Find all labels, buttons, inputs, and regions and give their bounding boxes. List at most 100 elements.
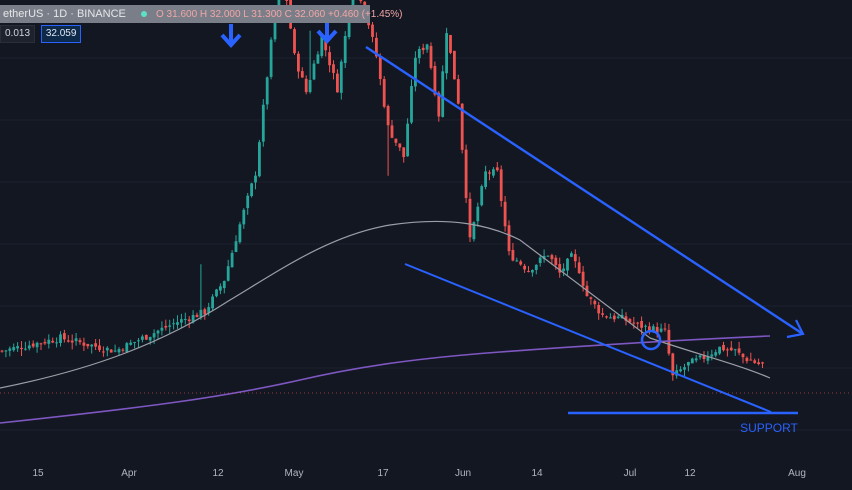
candle-body xyxy=(581,271,585,286)
candle-body xyxy=(24,348,27,350)
candle-body xyxy=(687,362,690,366)
candle-body xyxy=(729,347,733,351)
candle-body xyxy=(55,342,58,344)
candle-body xyxy=(269,39,273,77)
candle-body xyxy=(148,336,152,341)
candle-body xyxy=(238,224,242,243)
candle-body xyxy=(375,37,378,57)
candle-body xyxy=(94,343,97,347)
candle-body xyxy=(320,35,324,56)
candle-body xyxy=(429,46,433,68)
cross-circle-icon xyxy=(640,329,662,351)
candle-body xyxy=(421,47,425,51)
x-tick-label: 14 xyxy=(531,468,543,479)
x-tick-label: Apr xyxy=(121,468,137,479)
candle-body xyxy=(316,54,320,64)
candle-body xyxy=(152,333,156,338)
candle-body xyxy=(293,29,296,54)
candle-body xyxy=(27,345,31,349)
candle-body xyxy=(472,222,476,240)
candle-body xyxy=(402,147,406,158)
candle-body xyxy=(694,358,698,361)
candle-body xyxy=(757,362,760,365)
x-tick-label: 15 xyxy=(32,468,44,479)
candle-body xyxy=(523,265,526,270)
x-tick-label: 12 xyxy=(212,468,224,479)
candle-body xyxy=(20,347,23,350)
candle-body xyxy=(304,78,308,93)
candle-body xyxy=(417,49,421,59)
candle-body xyxy=(183,318,187,320)
candle-body xyxy=(187,319,191,322)
candle-body xyxy=(12,347,16,351)
candle-body xyxy=(70,340,74,343)
candle-body xyxy=(597,304,601,314)
candle-body xyxy=(74,338,78,342)
candle-body xyxy=(273,19,277,40)
candle-body xyxy=(515,260,519,262)
symbol-label: etherUS · 1D · BINANCE xyxy=(3,8,126,20)
candle-body xyxy=(453,50,456,80)
candle-body xyxy=(394,138,398,143)
candle-body xyxy=(242,209,246,225)
candle-body xyxy=(141,336,144,340)
candle-body xyxy=(714,352,718,356)
candle-body xyxy=(378,56,382,80)
candle-body xyxy=(398,143,402,148)
candle-body xyxy=(117,349,121,353)
candle-body xyxy=(710,354,714,357)
candle-body xyxy=(215,289,218,297)
candle-body xyxy=(59,334,62,344)
candle-body xyxy=(503,201,507,227)
candle-body xyxy=(554,257,558,266)
candle-body xyxy=(297,53,300,72)
candle-body xyxy=(605,316,608,318)
candle-body xyxy=(609,317,612,319)
status-dot-icon xyxy=(140,11,147,18)
candle-body xyxy=(31,343,35,347)
candle-body xyxy=(156,330,160,334)
candle-body xyxy=(199,309,203,318)
candle-body xyxy=(737,348,741,353)
candle-body xyxy=(488,172,491,174)
candle-body xyxy=(105,347,109,351)
candle-body xyxy=(722,344,725,351)
candle-body xyxy=(410,86,413,123)
candle-body xyxy=(78,340,82,343)
candle-body xyxy=(628,319,632,323)
candle-body xyxy=(172,323,175,325)
candle-body xyxy=(16,346,19,349)
candle-body xyxy=(371,24,374,37)
candle-body xyxy=(655,327,659,333)
candle-body xyxy=(347,11,351,37)
candle-body xyxy=(468,198,472,238)
candle-body xyxy=(109,349,113,353)
candle-body xyxy=(51,340,55,343)
candle-body xyxy=(82,342,86,346)
candle-body xyxy=(222,280,226,289)
candle-body xyxy=(745,357,749,362)
candle-body xyxy=(425,44,429,50)
candle-body xyxy=(640,321,643,328)
candle-body xyxy=(538,257,542,264)
candle-body xyxy=(332,64,335,73)
ma-short-line xyxy=(0,220,771,389)
candle-body xyxy=(546,255,550,257)
candle-body xyxy=(382,79,386,107)
candle-body xyxy=(86,343,90,347)
candle-body xyxy=(433,66,437,95)
candle-body xyxy=(601,313,604,315)
down-arrow-icon xyxy=(220,33,242,48)
last-price-badge: 32.059 xyxy=(40,25,82,43)
candle-body xyxy=(671,353,675,376)
candle-body xyxy=(519,261,523,265)
candle-body xyxy=(726,349,729,351)
candle-body xyxy=(651,326,655,332)
candle-body xyxy=(593,300,597,305)
candle-body xyxy=(312,63,316,80)
candle-body xyxy=(176,322,179,325)
x-tick-label: 17 xyxy=(377,468,389,479)
candle-body xyxy=(90,344,94,347)
